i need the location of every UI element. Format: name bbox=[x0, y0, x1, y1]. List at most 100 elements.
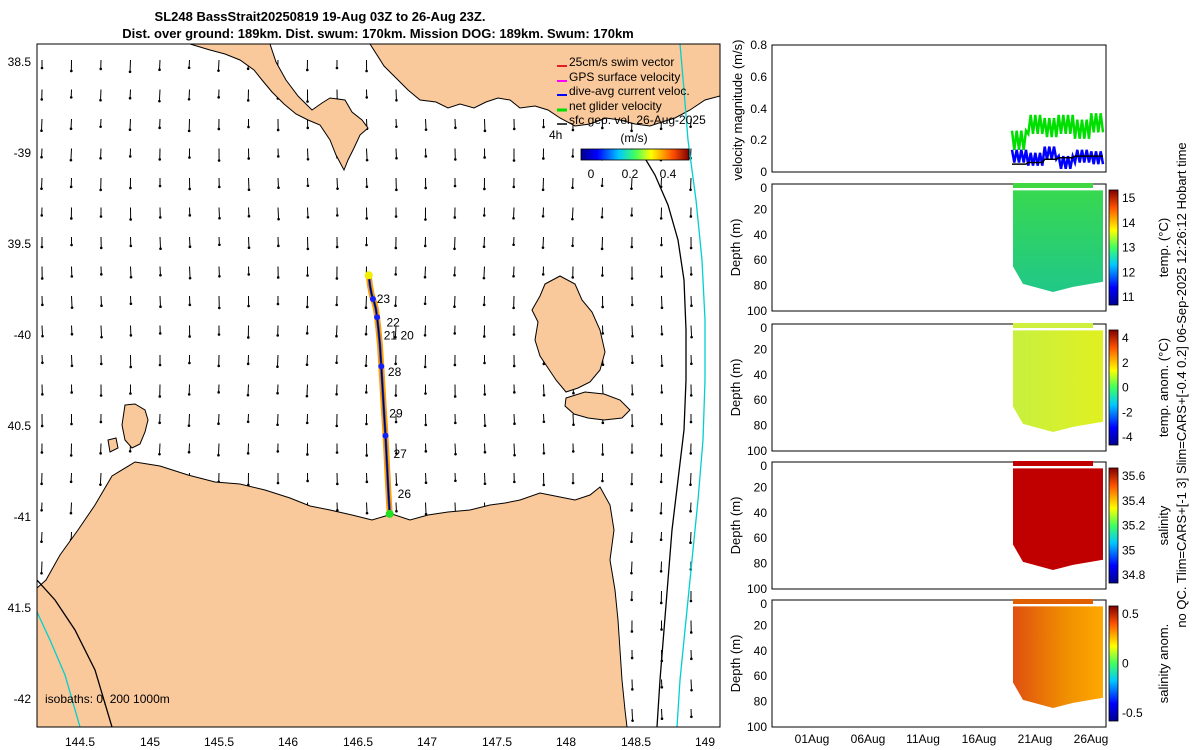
current-vector bbox=[395, 472, 398, 485]
time-tick: 21Aug bbox=[1018, 732, 1053, 746]
legend-item: sfc geo. vel. 26-Aug-2025 bbox=[569, 113, 706, 127]
current-vector-head bbox=[158, 99, 161, 103]
current-vector-head bbox=[689, 599, 693, 603]
colorbar-label: temp. anom. (°C) bbox=[1156, 338, 1171, 437]
current-vector-head bbox=[660, 243, 663, 247]
current-vector-head bbox=[99, 362, 103, 366]
current-vector-head bbox=[395, 509, 398, 513]
current-vector-head bbox=[246, 393, 250, 397]
current-vector-head bbox=[159, 273, 162, 277]
current-vector bbox=[631, 708, 634, 721]
current-vector-head bbox=[129, 745, 132, 748]
current-vector-head bbox=[571, 450, 575, 453]
depth-tick: 20 bbox=[754, 618, 768, 632]
depth-panel-temp: 20 40 60 80 100 0 Depth (m) 15 14 13 12 11 temp. (°C… bbox=[728, 181, 1171, 318]
current-vector-head bbox=[365, 480, 369, 484]
current-vector-head bbox=[630, 245, 634, 249]
current-vector-head bbox=[70, 69, 73, 73]
land-victoria bbox=[189, 44, 369, 172]
current-vector-head bbox=[365, 217, 369, 220]
current-vector-head bbox=[187, 66, 191, 70]
current-vector-head bbox=[424, 186, 427, 190]
current-vector-head bbox=[276, 334, 280, 337]
lon-tick: 148.5 bbox=[621, 735, 651, 749]
current-vector-head bbox=[217, 391, 220, 394]
current-vector-head bbox=[690, 362, 693, 366]
colorbar-tick: -4 bbox=[1122, 430, 1133, 444]
current-vector-head bbox=[335, 393, 338, 396]
current-vector bbox=[366, 502, 368, 514]
current-vector-head bbox=[424, 481, 428, 484]
current-vector bbox=[217, 59, 220, 71]
current-vector-head bbox=[40, 214, 44, 217]
current-vector bbox=[307, 739, 308, 750]
current-vector-head bbox=[69, 127, 73, 131]
current-vector-head bbox=[40, 187, 43, 191]
current-vector-head bbox=[188, 335, 191, 338]
legend-item: dive-avg current veloc. bbox=[569, 84, 690, 98]
current-vector-head bbox=[306, 453, 309, 456]
section-data bbox=[1013, 190, 1103, 292]
current-vector bbox=[660, 502, 662, 514]
current-vector-head bbox=[631, 688, 634, 691]
colorbar-tick: 13 bbox=[1122, 241, 1136, 255]
current-vector-head bbox=[659, 601, 663, 605]
current-vector-head bbox=[129, 302, 133, 306]
current-vector-head bbox=[129, 392, 132, 395]
colorbar-tick: 0 bbox=[1122, 381, 1129, 395]
current-vector-head bbox=[217, 69, 220, 72]
current-vector-head bbox=[217, 333, 221, 336]
current-vector-head bbox=[99, 452, 102, 455]
current-vector-head bbox=[187, 450, 191, 454]
lat-tick: 41.5 bbox=[8, 601, 32, 615]
current-vector-head bbox=[41, 393, 44, 396]
depth-tick: 0 bbox=[760, 459, 767, 473]
current-vector-head bbox=[305, 68, 309, 72]
lon-tick: 149 bbox=[695, 735, 715, 749]
current-vector-head bbox=[424, 450, 428, 453]
day-label: 21 bbox=[384, 328, 398, 342]
current-vector-head bbox=[364, 364, 368, 368]
current-vector-head bbox=[630, 451, 634, 454]
depth-panel-sal_anom: 20 40 60 80 100 0 Depth (m) 0.5 0 -0.5 salinity an… bbox=[728, 597, 1171, 734]
current-vector-head bbox=[600, 184, 604, 188]
current-vector-head bbox=[630, 277, 634, 280]
velocity-line bbox=[1012, 155, 1103, 165]
land-king-island bbox=[121, 403, 149, 449]
current-vector-head bbox=[41, 334, 44, 338]
current-vector-head bbox=[512, 333, 516, 336]
current-vector-head bbox=[129, 275, 133, 279]
side-note: no QC. Tlim=CARS+[-1 3] Slim=CARS+[-0.4 … bbox=[1174, 142, 1189, 627]
current-vector-head bbox=[424, 392, 427, 395]
current-vector-head bbox=[660, 332, 664, 336]
current-vector-head bbox=[247, 304, 250, 308]
title-line2: Dist. over ground: 189km. Dist. swum: 17… bbox=[122, 26, 634, 41]
current-vector-head bbox=[660, 391, 664, 394]
current-vector-head bbox=[394, 246, 398, 250]
current-vector-head bbox=[512, 306, 515, 310]
colorbar-tick: 0 bbox=[1122, 657, 1129, 671]
current-vector-head bbox=[187, 97, 191, 101]
current-vector-head bbox=[40, 245, 44, 249]
current-vector-head bbox=[306, 184, 310, 188]
current-vector-head bbox=[453, 395, 457, 398]
current-vector-head bbox=[395, 125, 398, 129]
current-vector-head bbox=[424, 155, 428, 158]
track-start bbox=[385, 509, 394, 518]
current-vector-head bbox=[482, 303, 486, 307]
current-vector-head bbox=[394, 335, 397, 339]
current-vector bbox=[542, 236, 544, 248]
current-vector-head bbox=[40, 508, 43, 512]
current-vector-head bbox=[129, 186, 132, 190]
time-x-ticks: 01Aug 06Aug 11Aug 16Aug 21Aug 26Aug bbox=[795, 732, 1109, 746]
colorbar-tick: 0 bbox=[588, 167, 595, 181]
current-vector-head bbox=[246, 420, 250, 424]
track-point bbox=[369, 295, 376, 302]
current-vector-head bbox=[541, 214, 545, 218]
colorbar-tick: 0.4 bbox=[660, 167, 677, 181]
current-vector bbox=[40, 118, 43, 131]
track-end bbox=[364, 271, 373, 280]
current-vector-head bbox=[188, 156, 191, 159]
current-vector-head bbox=[572, 391, 575, 395]
